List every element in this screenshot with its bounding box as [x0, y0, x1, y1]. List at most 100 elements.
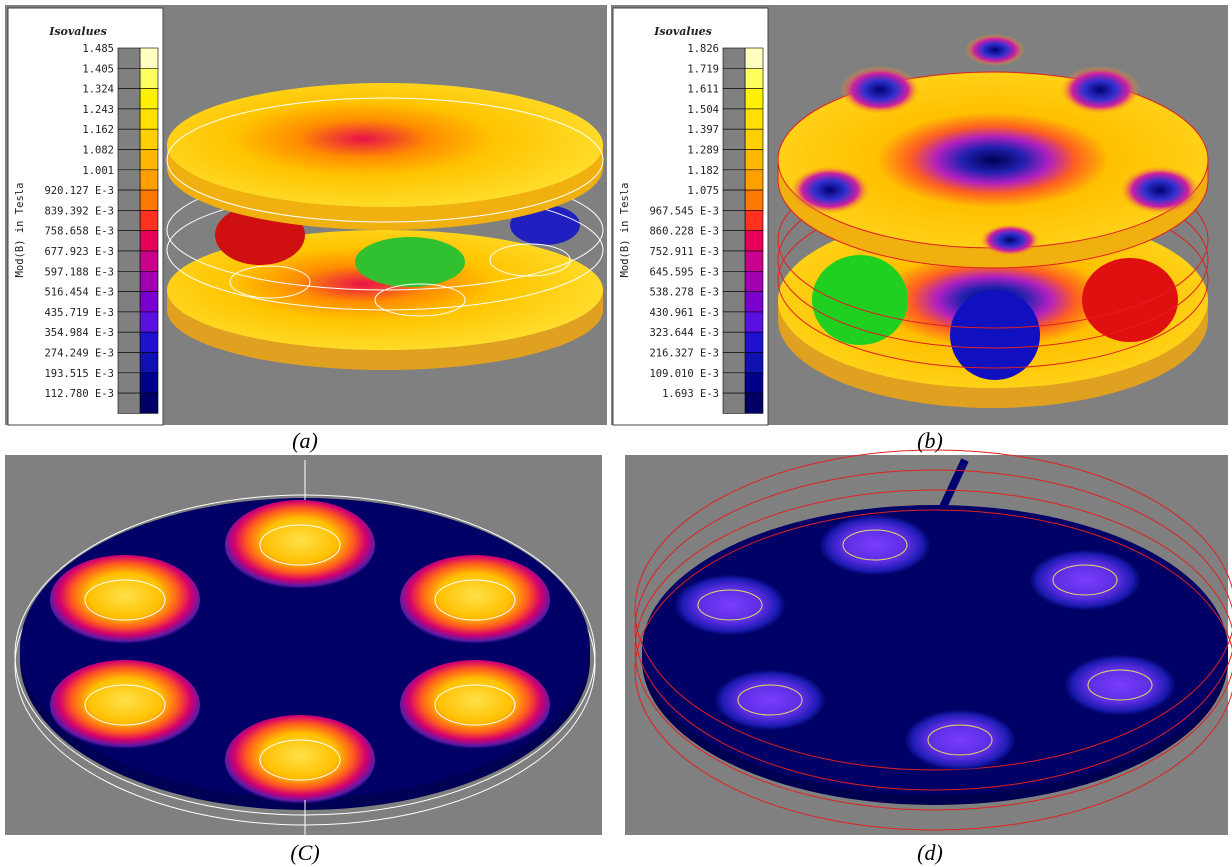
legend-value: 1.001	[82, 165, 114, 177]
legend-value: 1.182	[687, 165, 719, 177]
legend-value: 967.545 E-3	[649, 205, 719, 217]
legend-swatch-gray	[118, 190, 140, 210]
legend-swatch	[140, 89, 158, 109]
legend-swatch-gray	[723, 109, 745, 129]
legend-value: 538.278 E-3	[649, 287, 719, 299]
legend-swatch-gray	[723, 150, 745, 170]
legend-value: 109.010 E-3	[649, 368, 719, 380]
legend-swatch	[140, 48, 158, 68]
legend-axis-label: Mod(B) in Tesla	[14, 183, 26, 278]
legend-swatch	[745, 231, 763, 251]
legend-swatch	[745, 393, 763, 413]
caption: (a)	[292, 428, 318, 453]
legend-value: 193.515 E-3	[44, 368, 114, 380]
legend-swatch-gray	[118, 353, 140, 373]
legend-value: 354.984 E-3	[44, 327, 114, 339]
legend-swatch-gray	[723, 332, 745, 352]
legend-swatch-gray	[723, 231, 745, 251]
panel-c	[5, 455, 602, 835]
legend-swatch	[745, 89, 763, 109]
legend-swatch	[745, 353, 763, 373]
legend-value: 1.075	[687, 185, 719, 197]
legend-value: 1.243	[82, 104, 114, 116]
legend-title: Isovalues	[48, 25, 107, 38]
legend-swatch-gray	[118, 373, 140, 393]
legend-value: 1.504	[687, 104, 719, 116]
legend-swatch-gray	[723, 190, 745, 210]
legend-swatch	[140, 231, 158, 251]
legend-swatch	[140, 210, 158, 230]
legend-value: 1.082	[82, 145, 114, 157]
legend-value: 860.228 E-3	[649, 226, 719, 238]
legend-swatch-gray	[723, 129, 745, 149]
legend-value: 758.658 E-3	[44, 226, 114, 238]
legend-swatch-gray	[118, 332, 140, 352]
legend-swatch-gray	[118, 312, 140, 332]
legend-swatch-gray	[723, 373, 745, 393]
legend-swatch-gray	[118, 231, 140, 251]
panel-d	[625, 450, 1232, 835]
caption: (d)	[917, 840, 943, 865]
legend-swatch	[140, 353, 158, 373]
legend-value: 323.644 E-3	[649, 327, 719, 339]
figure: Isovalues Mod(B) in Tesla 1.485 1.405 1.324 1…	[0, 0, 1232, 867]
legend-swatch	[140, 150, 158, 170]
legend-swatch	[140, 393, 158, 413]
legend-swatch-gray	[723, 89, 745, 109]
legend-axis-label: Mod(B) in Tesla	[619, 183, 631, 278]
legend-swatch-gray	[118, 150, 140, 170]
legend-swatch-gray	[118, 129, 140, 149]
legend-swatch-gray	[118, 48, 140, 68]
legend-value: 274.249 E-3	[44, 348, 114, 360]
legend-swatch	[140, 251, 158, 271]
legend-value: 1.693 E-3	[662, 388, 719, 400]
legend-value: 1.324	[82, 84, 114, 96]
legend-swatch-gray	[723, 393, 745, 413]
legend-swatch	[140, 332, 158, 352]
legend-swatch-gray	[723, 210, 745, 230]
legend-swatch	[745, 332, 763, 352]
legend-swatch-gray	[118, 251, 140, 271]
legend-swatch-gray	[118, 393, 140, 413]
legend-swatch	[140, 271, 158, 291]
legend-swatch	[745, 129, 763, 149]
legend-swatch	[745, 251, 763, 271]
legend-swatch	[140, 109, 158, 129]
legend-value: 645.595 E-3	[649, 266, 719, 278]
legend-swatch-gray	[118, 170, 140, 190]
legend-value: 435.719 E-3	[44, 307, 114, 319]
legend-value: 516.454 E-3	[44, 287, 114, 299]
legend-swatch	[745, 210, 763, 230]
panel-a: Isovalues Mod(B) in Tesla 1.485 1.405 1.324 1…	[5, 5, 607, 425]
legend-value: 1.485	[82, 43, 114, 55]
legend-swatch-gray	[723, 68, 745, 88]
legend-swatch	[745, 109, 763, 129]
legend-swatch-gray	[118, 271, 140, 291]
legend-swatch-gray	[723, 292, 745, 312]
legend-swatch-gray	[118, 68, 140, 88]
legend-swatch	[745, 48, 763, 68]
legend-value: 1.611	[687, 84, 719, 96]
legend-swatch	[140, 312, 158, 332]
legend-value: 920.127 E-3	[44, 185, 114, 197]
legend-value: 839.392 E-3	[44, 205, 114, 217]
legend-swatch	[140, 373, 158, 393]
legend-swatch	[745, 271, 763, 291]
legend-swatch	[140, 129, 158, 149]
legend-swatch-gray	[723, 48, 745, 68]
legend-swatch	[745, 190, 763, 210]
legend-swatch	[745, 68, 763, 88]
legend-swatch	[140, 292, 158, 312]
legend-swatch	[140, 190, 158, 210]
legend-value: 1.397	[687, 124, 719, 136]
legend-swatch	[745, 373, 763, 393]
legend-title: Isovalues	[653, 25, 712, 38]
legend-value: 112.780 E-3	[44, 388, 114, 400]
legend-value: 1.162	[82, 124, 114, 136]
legend-value: 1.405	[82, 63, 114, 75]
legend-value: 1.826	[687, 43, 719, 55]
legend-swatch	[745, 312, 763, 332]
legend-swatch	[140, 170, 158, 190]
legend-value: 216.327 E-3	[649, 348, 719, 360]
